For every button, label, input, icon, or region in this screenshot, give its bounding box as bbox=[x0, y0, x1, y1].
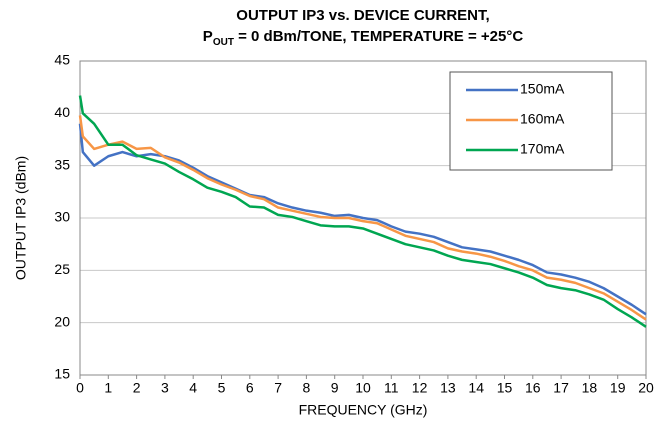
x-tick-label: 17 bbox=[553, 380, 569, 396]
chart-title: OUTPUT IP3 vs. DEVICE CURRENT, bbox=[236, 7, 489, 24]
y-tick-label: 25 bbox=[54, 261, 70, 277]
x-tick-label: 18 bbox=[582, 380, 598, 396]
legend-label: 160mA bbox=[520, 111, 565, 127]
plot-frame bbox=[79, 60, 647, 376]
y-tick-label: 20 bbox=[54, 313, 70, 329]
x-tick-label: 11 bbox=[384, 380, 399, 396]
y-tick-label: 15 bbox=[54, 366, 70, 382]
x-tick-label: 3 bbox=[161, 380, 169, 396]
x-tick-label: 12 bbox=[412, 380, 428, 396]
y-tick-label: 45 bbox=[54, 52, 70, 68]
subtitle-part: = 0 dBm/TONE, TEMPERATURE = +25°C bbox=[234, 28, 523, 45]
series-line bbox=[78, 95, 647, 328]
series-line bbox=[78, 115, 647, 321]
x-tick-label: 20 bbox=[638, 380, 654, 396]
x-tick-label: 9 bbox=[331, 380, 339, 396]
subtitle-part: P bbox=[203, 28, 213, 45]
x-tick-label: 4 bbox=[189, 380, 197, 396]
x-tick-label: 15 bbox=[497, 380, 513, 396]
x-tick-label: 10 bbox=[355, 380, 371, 396]
y-tick-label: 35 bbox=[54, 156, 70, 172]
legend-label: 150mA bbox=[520, 81, 565, 97]
x-tick-label: 7 bbox=[274, 380, 282, 396]
x-tick-label: 16 bbox=[525, 380, 541, 396]
subtitle-subscript: OUT bbox=[213, 37, 234, 48]
x-tick-label: 6 bbox=[246, 380, 254, 396]
x-tick-label: 13 bbox=[440, 380, 456, 396]
x-tick-label: 5 bbox=[218, 380, 226, 396]
y-axis-label: OUTPUT IP3 (dBm) bbox=[13, 156, 29, 280]
x-tick-label: 1 bbox=[104, 380, 112, 396]
y-tick-label: 40 bbox=[54, 104, 70, 120]
x-tick-label: 8 bbox=[303, 380, 311, 396]
chart-subtitle: POUT = 0 dBm/TONE, TEMPERATURE = +25°C bbox=[203, 28, 524, 48]
x-tick-label: 2 bbox=[133, 380, 141, 396]
legend-label: 170mA bbox=[520, 141, 565, 157]
x-tick-label: 19 bbox=[610, 380, 626, 396]
x-tick-label: 14 bbox=[468, 380, 484, 396]
x-axis-label: FREQUENCY (GHz) bbox=[299, 402, 428, 418]
y-tick-label: 30 bbox=[54, 209, 70, 225]
x-tick-label: 0 bbox=[76, 380, 84, 396]
